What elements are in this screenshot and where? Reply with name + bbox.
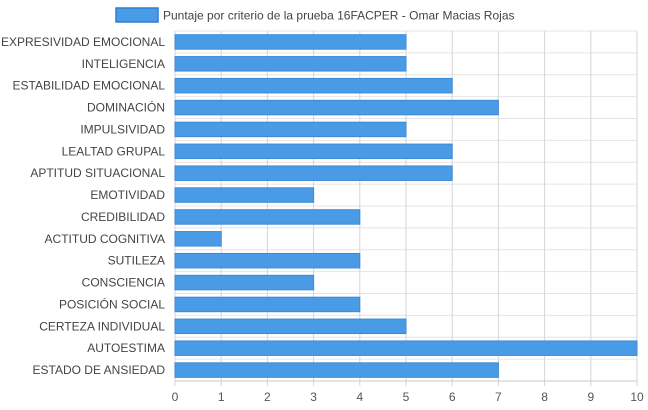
bar[interactable] <box>174 274 315 291</box>
legend-swatch <box>115 7 159 23</box>
bar[interactable] <box>174 252 361 269</box>
bar[interactable] <box>174 34 407 50</box>
x-tick-label: 6 <box>449 390 456 404</box>
x-tick-label: 10 <box>630 390 644 404</box>
category-label: APTITUD SITUACIONAL <box>30 166 165 180</box>
x-tick-label: 8 <box>541 390 548 404</box>
chart-bars <box>174 34 638 378</box>
category-label: ESTABILIDAD EMOCIONAL <box>13 79 166 93</box>
category-label: CONSCIENCIA <box>82 276 165 290</box>
legend-label: Puntaje por criterio de la prueba 16FACP… <box>163 9 515 23</box>
x-tick-label: 9 <box>587 390 594 404</box>
bar[interactable] <box>174 77 453 94</box>
bar[interactable] <box>174 340 638 356</box>
x-axis-tick-labels: 0 1 2 3 4 5 6 7 8 9 10 <box>172 390 644 404</box>
bar[interactable] <box>174 99 499 116</box>
bar[interactable] <box>174 121 407 138</box>
bar[interactable] <box>174 143 453 160</box>
bar[interactable] <box>174 209 361 225</box>
bar[interactable] <box>174 318 407 335</box>
category-label: INTELIGENCIA <box>82 57 165 71</box>
category-label: LEALTAD GRUPAL <box>62 144 166 158</box>
x-tick-label: 7 <box>495 390 502 404</box>
category-label: ACTITUD COGNITIVA <box>45 232 165 246</box>
bar[interactable] <box>174 296 361 313</box>
x-tick-label: 2 <box>264 390 271 404</box>
x-tick-label: 0 <box>172 390 179 404</box>
category-label: DOMINACIÓN <box>87 100 165 115</box>
category-label: CREDIBILIDAD <box>81 210 165 224</box>
bar[interactable] <box>174 56 407 72</box>
category-label: EXPRESIVIDAD EMOCIONAL <box>1 35 165 49</box>
bar[interactable] <box>174 165 453 181</box>
category-labels: EXPRESIVIDAD EMOCIONAL INTELIGENCIA ESTABI… <box>1 35 165 377</box>
category-label: POSICIÓN SOCIAL <box>59 296 165 311</box>
x-tick-label: 1 <box>218 390 225 404</box>
chart-legend[interactable]: Puntaje por criterio de la prueba 16FACP… <box>115 7 515 23</box>
x-tick-label: 3 <box>310 390 317 404</box>
category-label: EMOTIVIDAD <box>90 188 165 202</box>
category-label: ESTADO DE ANSIEDAD <box>33 363 166 377</box>
bar[interactable] <box>174 231 222 247</box>
category-label: CERTEZA INDIVIDUAL <box>39 319 165 333</box>
category-label: AUTOESTIMA <box>87 341 165 355</box>
bar[interactable] <box>174 187 315 203</box>
bar[interactable] <box>174 362 499 378</box>
category-label: SUTILEZA <box>108 254 165 268</box>
x-tick-label: 5 <box>403 390 410 404</box>
x-tick-label: 4 <box>356 390 363 404</box>
category-label: IMPULSIVIDAD <box>80 122 165 136</box>
